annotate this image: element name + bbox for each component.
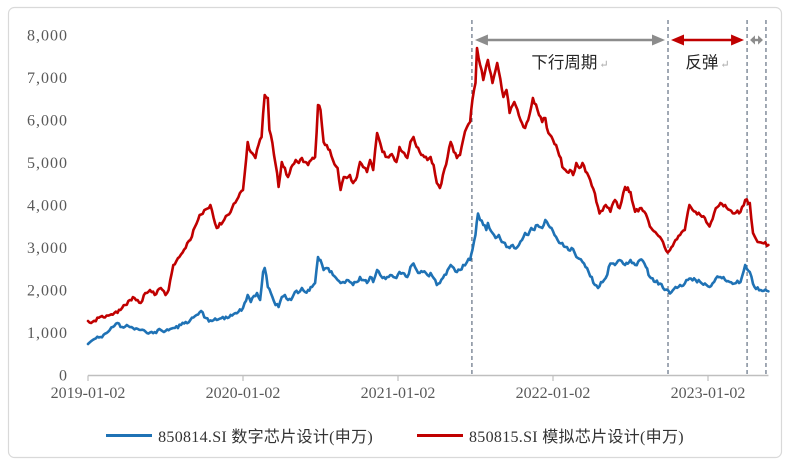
x-tick-label: 2023-01-02 xyxy=(671,385,746,402)
series-line-analog-chip xyxy=(86,46,770,325)
y-tick-label: 7,000 xyxy=(27,70,68,87)
legend-label-digital-chip: 850814.SI 数字芯片设计(申万) xyxy=(158,429,373,446)
x-tick-label: 2020-01-02 xyxy=(206,385,281,402)
legend-swatch-analog-chip xyxy=(417,433,463,437)
legend-label-analog-chip: 850815.SI 模拟芯片设计(申万) xyxy=(469,429,684,446)
y-tick-label: 2,000 xyxy=(27,283,68,300)
arrow-right-head-icon xyxy=(652,34,666,46)
legend-swatch-digital-chip xyxy=(106,433,153,437)
x-tick-label: 2019-01-02 xyxy=(51,385,126,402)
x-tick-label: 2022-01-02 xyxy=(516,385,591,402)
chart-legend: 850814.SI 数字芯片设计(申万) 850815.SI 模拟芯片设计(申万… xyxy=(0,423,790,447)
annotation-label: 反弹 ↵ xyxy=(685,53,729,72)
annotation-label: 下行周期 ↵ xyxy=(531,53,608,72)
legend-item-analog-chip: 850815.SI 模拟芯片设计(申万) xyxy=(417,423,684,447)
arrow-left-head-icon xyxy=(671,34,685,46)
arrow-right-head-icon xyxy=(731,34,745,46)
y-tick-label: 6,000 xyxy=(27,113,68,130)
y-tick-label: 0 xyxy=(59,368,68,385)
x-tick-label: 2021-01-02 xyxy=(361,385,436,402)
y-tick-label: 4,000 xyxy=(27,198,68,215)
y-tick-label: 5,000 xyxy=(27,155,68,172)
y-tick-label: 8,000 xyxy=(27,28,68,45)
arrow-right-head-icon xyxy=(758,35,763,45)
series-line-digital-chip xyxy=(86,212,770,346)
legend-item-digital-chip: 850814.SI 数字芯片设计(申万) xyxy=(106,423,373,447)
arrow-left-head-icon xyxy=(474,34,488,46)
y-tick-label: 3,000 xyxy=(27,240,68,257)
y-tick-label: 1,000 xyxy=(27,325,68,342)
arrow-left-head-icon xyxy=(750,35,755,45)
figure-border xyxy=(7,6,783,459)
